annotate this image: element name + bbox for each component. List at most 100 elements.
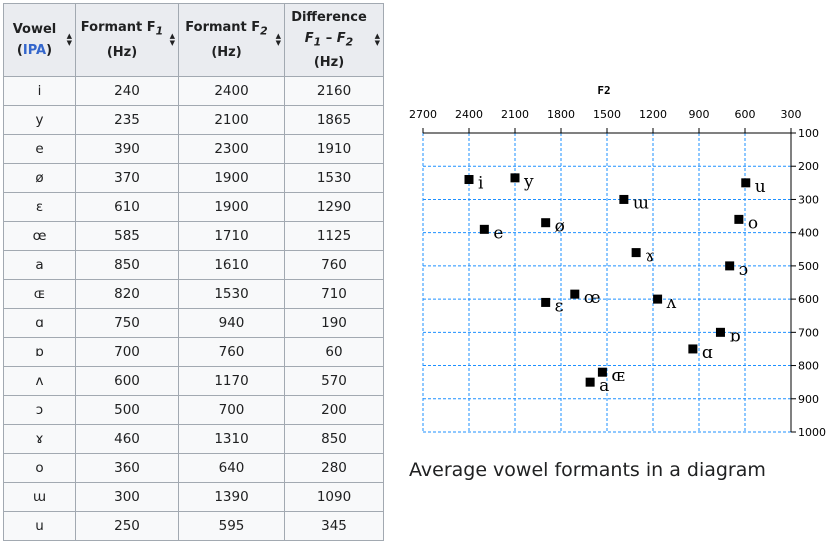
cell-diff: 850 — [284, 424, 384, 454]
point-label: o — [748, 213, 758, 233]
cell-f1: 750 — [75, 308, 179, 338]
data-point — [734, 214, 744, 224]
header-vowel[interactable]: Vowel (IPA) ▲ ▼ — [3, 3, 76, 77]
cell-vowel: ʌ — [3, 366, 76, 396]
cell-diff: 190 — [284, 308, 384, 338]
cell-f2: 2100 — [178, 105, 285, 135]
cell-f1: 250 — [75, 511, 179, 541]
table-row: ɒ 700 760 60 — [3, 337, 384, 367]
x-axis-title: F2 — [597, 84, 610, 97]
cell-diff: 570 — [284, 366, 384, 396]
x-tick-label: 900 — [689, 108, 710, 121]
x-tick-label: 1500 — [593, 108, 621, 121]
cell-f2: 2400 — [178, 76, 285, 106]
table-row: ɑ 750 940 190 — [3, 308, 384, 338]
cell-f1: 390 — [75, 134, 179, 164]
x-tick-label: 2700 — [409, 108, 437, 121]
cell-diff: 710 — [284, 279, 384, 309]
header-f2[interactable]: Formant F2 (Hz) ▲ ▼ — [178, 3, 285, 77]
x-tick-label: 1200 — [639, 108, 667, 121]
x-tick-label: 1800 — [547, 108, 575, 121]
data-point — [510, 173, 520, 183]
y-tick-label: 200 — [798, 160, 819, 173]
table-row: ʌ 600 1170 570 — [3, 366, 384, 396]
x-tick-label: 300 — [781, 108, 802, 121]
table-row: o 360 640 280 — [3, 453, 384, 483]
cell-vowel: ɒ — [3, 337, 76, 367]
cell-diff: 200 — [284, 395, 384, 425]
point-label: i — [478, 174, 484, 194]
cell-diff: 60 — [284, 337, 384, 367]
table-row: y 235 2100 1865 — [3, 105, 384, 135]
y-tick-label: 400 — [798, 227, 819, 240]
cell-vowel: a — [3, 250, 76, 280]
cell-f1: 700 — [75, 337, 179, 367]
cell-f2: 640 — [178, 453, 285, 483]
cell-f1: 820 — [75, 279, 179, 309]
table-row: œ 585 1710 1125 — [3, 221, 384, 251]
sort-icon[interactable]: ▲ ▼ — [66, 32, 72, 47]
cell-f1: 610 — [75, 192, 179, 222]
y-tick-label: 100 — [798, 127, 819, 140]
x-tick-label: 2100 — [501, 108, 529, 121]
y-tick-label: 300 — [798, 193, 819, 206]
cell-f1: 240 — [75, 76, 179, 106]
y-tick-label: 700 — [798, 326, 819, 339]
cell-f1: 500 — [75, 395, 179, 425]
cell-f2: 1310 — [178, 424, 285, 454]
cell-vowel: ø — [3, 163, 76, 193]
cell-diff: 1530 — [284, 163, 384, 193]
cell-diff: 1865 — [284, 105, 384, 135]
table-body: i 240 2400 2160 y 235 2100 1865 e 390 2300 1910 ø 370… — [3, 76, 384, 541]
cell-f2: 1530 — [178, 279, 285, 309]
cell-f1: 235 — [75, 105, 179, 135]
cell-f1: 300 — [75, 482, 179, 512]
y-tick-label: 600 — [798, 293, 819, 306]
vowel-formant-table: Vowel (IPA) ▲ ▼ Formant F1 (Hz) ▲ ▼ Formant … — [3, 3, 384, 541]
y-tick-label: 1000 — [798, 426, 826, 439]
sort-icon[interactable]: ▲ ▼ — [275, 32, 281, 47]
x-tick-label: 2400 — [455, 108, 483, 121]
cell-diff: 280 — [284, 453, 384, 483]
data-points: i y e ø ɛ œ a ɶ ɑɒ ʌ ɔ ɤ o ɯ u — [464, 172, 766, 396]
cell-f2: 2300 — [178, 134, 285, 164]
cell-f2: 1390 — [178, 482, 285, 512]
point-label: ɔ — [739, 260, 749, 280]
data-point — [631, 248, 641, 258]
cell-diff: 760 — [284, 250, 384, 280]
data-point — [741, 178, 751, 188]
ipa-link[interactable]: IPA — [22, 43, 47, 58]
header-f1[interactable]: Formant F1 (Hz) ▲ ▼ — [75, 3, 179, 77]
data-point — [597, 367, 607, 377]
cell-vowel: ɛ — [3, 192, 76, 222]
header-difference[interactable]: Difference F1 – F2 (Hz) ▲ ▼ — [284, 3, 384, 77]
data-point — [464, 175, 474, 185]
cell-diff: 345 — [284, 511, 384, 541]
point-label: ɑ — [702, 343, 713, 363]
table-row: ɯ 300 1390 1090 — [3, 482, 384, 512]
cell-f2: 1900 — [178, 163, 285, 193]
cell-vowel: ɯ — [3, 482, 76, 512]
cell-f1: 585 — [75, 221, 179, 251]
cell-f2: 760 — [178, 337, 285, 367]
point-label: ø — [555, 217, 565, 237]
cell-diff: 1125 — [284, 221, 384, 251]
cell-diff: 1910 — [284, 134, 384, 164]
data-point — [688, 344, 698, 354]
sort-icon[interactable]: ▲ ▼ — [169, 32, 175, 47]
sort-icon[interactable]: ▲ ▼ — [374, 32, 380, 47]
table-row: e 390 2300 1910 — [3, 134, 384, 164]
data-point — [653, 294, 663, 304]
table-row: ɛ 610 1900 1290 — [3, 192, 384, 222]
cell-diff: 1090 — [284, 482, 384, 512]
cell-vowel: ɔ — [3, 395, 76, 425]
cell-f2: 595 — [178, 511, 285, 541]
point-label: ɯ — [633, 193, 649, 213]
cell-f1: 460 — [75, 424, 179, 454]
table-row: i 240 2400 2160 — [3, 76, 384, 106]
cell-vowel: ɤ — [3, 424, 76, 454]
cell-vowel: ɑ — [3, 308, 76, 338]
cell-vowel: u — [3, 511, 76, 541]
cell-vowel: ɶ — [3, 279, 76, 309]
data-point — [715, 327, 725, 337]
